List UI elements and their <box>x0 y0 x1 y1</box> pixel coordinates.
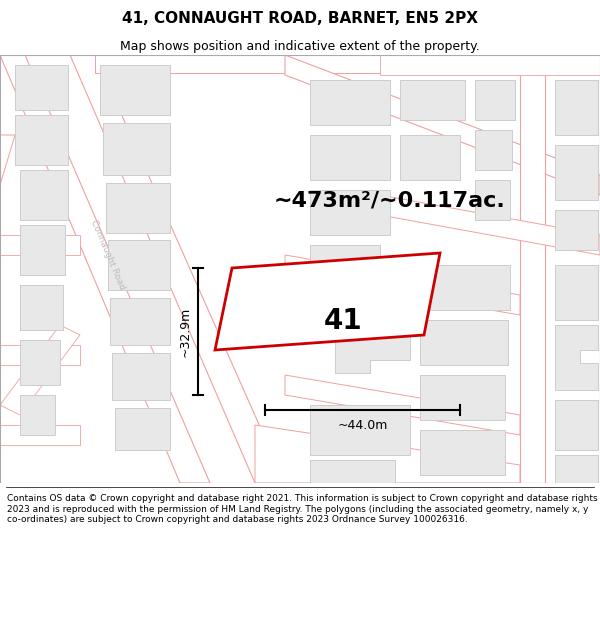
Polygon shape <box>255 425 520 483</box>
Text: Contains OS data © Crown copyright and database right 2021. This information is : Contains OS data © Crown copyright and d… <box>7 494 598 524</box>
Polygon shape <box>215 253 440 350</box>
Polygon shape <box>400 80 465 120</box>
Polygon shape <box>285 375 520 435</box>
Polygon shape <box>285 255 520 315</box>
Polygon shape <box>420 320 508 365</box>
Polygon shape <box>555 80 598 135</box>
Polygon shape <box>0 425 80 445</box>
Text: Map shows position and indicative extent of the property.: Map shows position and indicative extent… <box>120 39 480 52</box>
Polygon shape <box>285 55 600 195</box>
Polygon shape <box>400 135 460 180</box>
Polygon shape <box>420 375 505 420</box>
Text: ~473m²/~0.117ac.: ~473m²/~0.117ac. <box>274 190 506 210</box>
Polygon shape <box>95 55 600 73</box>
Polygon shape <box>20 340 60 385</box>
Polygon shape <box>310 190 390 235</box>
Polygon shape <box>100 65 170 115</box>
Polygon shape <box>20 285 63 330</box>
Polygon shape <box>0 345 80 365</box>
Polygon shape <box>475 80 515 120</box>
Polygon shape <box>0 55 210 483</box>
Polygon shape <box>20 395 55 435</box>
Polygon shape <box>15 65 68 110</box>
Polygon shape <box>555 210 598 250</box>
Polygon shape <box>103 123 170 175</box>
Polygon shape <box>115 408 170 450</box>
Polygon shape <box>310 405 410 455</box>
Polygon shape <box>112 353 170 400</box>
Polygon shape <box>310 460 395 483</box>
Polygon shape <box>475 130 512 170</box>
Polygon shape <box>20 170 68 220</box>
Polygon shape <box>0 235 80 255</box>
Polygon shape <box>310 245 380 290</box>
Polygon shape <box>335 315 410 373</box>
Polygon shape <box>555 145 598 200</box>
Text: 41: 41 <box>323 308 362 336</box>
Text: 41, CONNAUGHT ROAD, BARNET, EN5 2PX: 41, CONNAUGHT ROAD, BARNET, EN5 2PX <box>122 11 478 26</box>
Polygon shape <box>555 325 598 390</box>
Polygon shape <box>475 180 510 220</box>
Polygon shape <box>380 55 600 75</box>
Polygon shape <box>310 80 390 125</box>
Polygon shape <box>555 265 598 320</box>
Text: ~32.9m: ~32.9m <box>179 306 191 357</box>
Polygon shape <box>520 55 545 483</box>
Polygon shape <box>555 455 598 483</box>
Polygon shape <box>0 135 15 185</box>
Polygon shape <box>70 55 285 483</box>
Polygon shape <box>20 225 65 275</box>
Polygon shape <box>380 195 600 255</box>
Polygon shape <box>108 240 170 290</box>
Polygon shape <box>0 325 80 415</box>
Text: Connaught Road: Connaught Road <box>89 219 127 291</box>
Text: ~44.0m: ~44.0m <box>337 419 388 432</box>
Polygon shape <box>310 135 390 180</box>
Polygon shape <box>110 298 170 345</box>
Polygon shape <box>15 115 68 165</box>
Polygon shape <box>420 430 505 475</box>
Polygon shape <box>420 265 510 310</box>
Polygon shape <box>555 400 598 450</box>
Polygon shape <box>106 183 170 233</box>
